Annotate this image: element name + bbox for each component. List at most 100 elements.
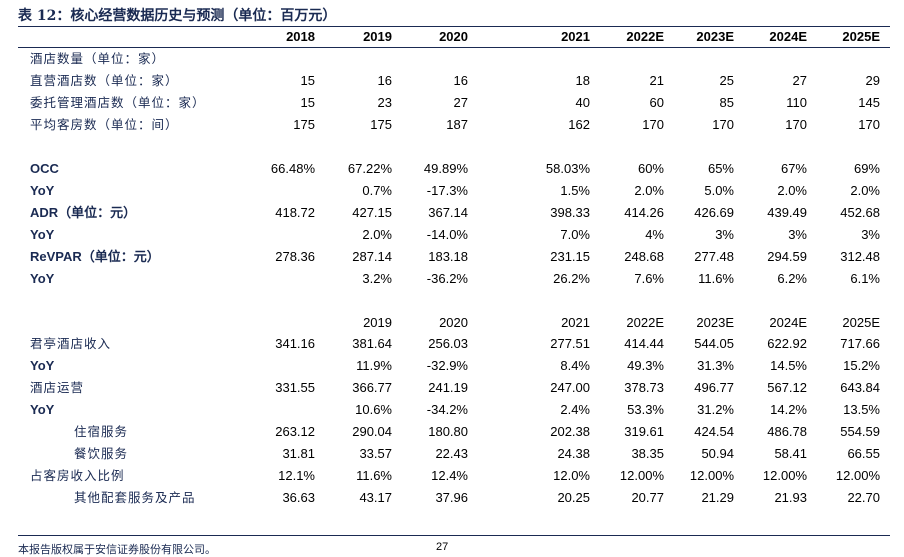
- table-cell: 15: [300, 73, 315, 88]
- table-cell: 2020: [439, 315, 468, 330]
- table-cell: 15: [300, 95, 315, 110]
- table-cell: 37.96: [435, 490, 468, 505]
- table-cell: 170: [642, 117, 664, 132]
- table-cell: 31.2%: [697, 402, 734, 417]
- table-cell: 248.68: [624, 249, 664, 264]
- table-row: 委托管理酒店数（单位：家） 15 23 27 40 60 85 110 145: [0, 92, 904, 114]
- table-cell: 567.12: [767, 380, 807, 395]
- table-cell: 50.94: [701, 446, 734, 461]
- table-cell: 110: [786, 95, 807, 110]
- table-cell: [727, 290, 807, 312]
- header-year: 2022E: [626, 29, 664, 44]
- table-cell: 452.68: [840, 205, 880, 220]
- table-cell: 67.22%: [347, 161, 392, 176]
- table-cell: 367.14: [428, 205, 468, 220]
- table-cell: 38.35: [631, 446, 664, 461]
- table-cell: 24.38: [557, 446, 590, 461]
- table-cell: [727, 136, 807, 158]
- table-title: 表 12：核心经营数据历史与预测（单位：百万元）: [18, 8, 337, 24]
- table-cell: 414.26: [624, 205, 664, 220]
- table-cell: 21.93: [774, 490, 807, 505]
- row-label: 餐饮服务: [74, 446, 129, 461]
- row-label: 住宿服务: [74, 424, 129, 439]
- table-cell: [654, 48, 734, 70]
- table-cell: 8.4%: [560, 358, 590, 373]
- table-cell: 85: [719, 95, 734, 110]
- header-year: 2020: [439, 29, 468, 44]
- table-row: [0, 136, 904, 158]
- table-row: ReVPAR（单位：元） 278.36 287.14 183.18 231.15 248.…: [0, 246, 904, 268]
- table-cell: 331.55: [275, 380, 315, 395]
- row-label: 酒店数量（单位：家）: [30, 51, 166, 66]
- table-cell: 241.19: [428, 380, 468, 395]
- table-cell: [800, 48, 880, 70]
- table-cell: 2024E: [769, 315, 807, 330]
- table-cell: 10.6%: [355, 402, 392, 417]
- table-cell: 25: [719, 73, 734, 88]
- table-cell: 53.3%: [627, 402, 664, 417]
- table-cell: 67%: [780, 161, 807, 176]
- table-cell: 23: [377, 95, 392, 110]
- header-year: 2025E: [842, 29, 880, 44]
- table-cell: 2022E: [626, 315, 664, 330]
- row-label: YoY: [30, 358, 55, 373]
- table-cell: 12.00%: [762, 468, 807, 483]
- table-cell: 287.14: [352, 249, 392, 264]
- table-row: YoY 11.9% -32.9% 8.4% 49.3% 31.3% 14.5% 15.2%: [0, 355, 904, 377]
- table-cell: [654, 290, 734, 312]
- table-row: 酒店运营 331.55 366.77 241.19 247.00 378.73 496.77…: [0, 377, 904, 399]
- header-year: 2023E: [696, 29, 734, 44]
- table-cell: 3%: [788, 227, 807, 242]
- table-cell: [235, 268, 315, 290]
- table-cell: 0.7%: [362, 183, 392, 198]
- table-cell: 58.03%: [545, 161, 590, 176]
- table-top-rule: [18, 26, 890, 27]
- table-cell: 22.70: [847, 490, 880, 505]
- table-cell: 26.2%: [553, 271, 590, 286]
- table-cell: 643.84: [840, 380, 880, 395]
- table-cell: 2.0%: [850, 183, 880, 198]
- table-cell: [312, 48, 392, 70]
- row-label: YoY: [30, 402, 55, 417]
- table-cell: 170: [712, 117, 734, 132]
- table-cell: 49.89%: [423, 161, 468, 176]
- table-row: 2019 2020 2021 2022E 2023E 2024E 2025E: [0, 312, 904, 334]
- table-cell: 13.5%: [843, 402, 880, 417]
- table-cell: 175: [370, 117, 392, 132]
- table-cell: [235, 399, 315, 421]
- table-cell: 717.66: [840, 336, 880, 351]
- table-cell: 14.5%: [770, 358, 807, 373]
- table-cell: 426.69: [694, 205, 734, 220]
- table-row: 占客房收入比例 12.1% 11.6% 12.4% 12.0% 12.00% 12.00% 1…: [0, 465, 904, 487]
- header-year: 2018: [286, 29, 315, 44]
- table-header-row: 2018 2019 2020 2021 2022E 2023E 2024E 2025E: [0, 26, 904, 48]
- table-row: YoY 10.6% -34.2% 2.4% 53.3% 31.2% 14.2% 13.5%: [0, 399, 904, 421]
- row-label: 直营酒店数（单位：家）: [30, 73, 179, 88]
- row-label: 君亭酒店收入: [30, 336, 112, 351]
- table-cell: -17.3%: [426, 183, 468, 198]
- table-cell: 20.25: [557, 490, 590, 505]
- table-cell: 424.54: [694, 424, 734, 439]
- table-cell: 40: [575, 95, 590, 110]
- page-number: 27: [436, 541, 449, 553]
- table-row: 酒店数量（单位：家）: [0, 48, 904, 70]
- table-cell: 16: [377, 73, 392, 88]
- row-label: 平均客房数（单位：间）: [30, 117, 179, 132]
- table-cell: [584, 48, 664, 70]
- table-cell: 312.48: [840, 249, 880, 264]
- table-row: 平均客房数（单位：间） 175 175 187 162 170 170 170 170: [0, 114, 904, 136]
- table-cell: 31.3%: [697, 358, 734, 373]
- table-bottom-rule: [18, 535, 890, 536]
- table-cell: 12.00%: [619, 468, 664, 483]
- table-cell: 20.77: [631, 490, 664, 505]
- table-cell: 12.4%: [431, 468, 468, 483]
- table-header-rule: [18, 47, 890, 48]
- table-cell: 183.18: [428, 249, 468, 264]
- table-cell: 366.77: [352, 380, 392, 395]
- row-label: 占客房收入比例: [30, 468, 125, 483]
- table-cell: 145: [858, 95, 880, 110]
- table-cell: 11.6%: [698, 271, 734, 286]
- table-cell: 60: [649, 95, 664, 110]
- table-row: 其他配套服务及产品 36.63 43.17 37.96 20.25 20.77 21.29 2…: [0, 487, 904, 509]
- table-cell: 12.0%: [553, 468, 590, 483]
